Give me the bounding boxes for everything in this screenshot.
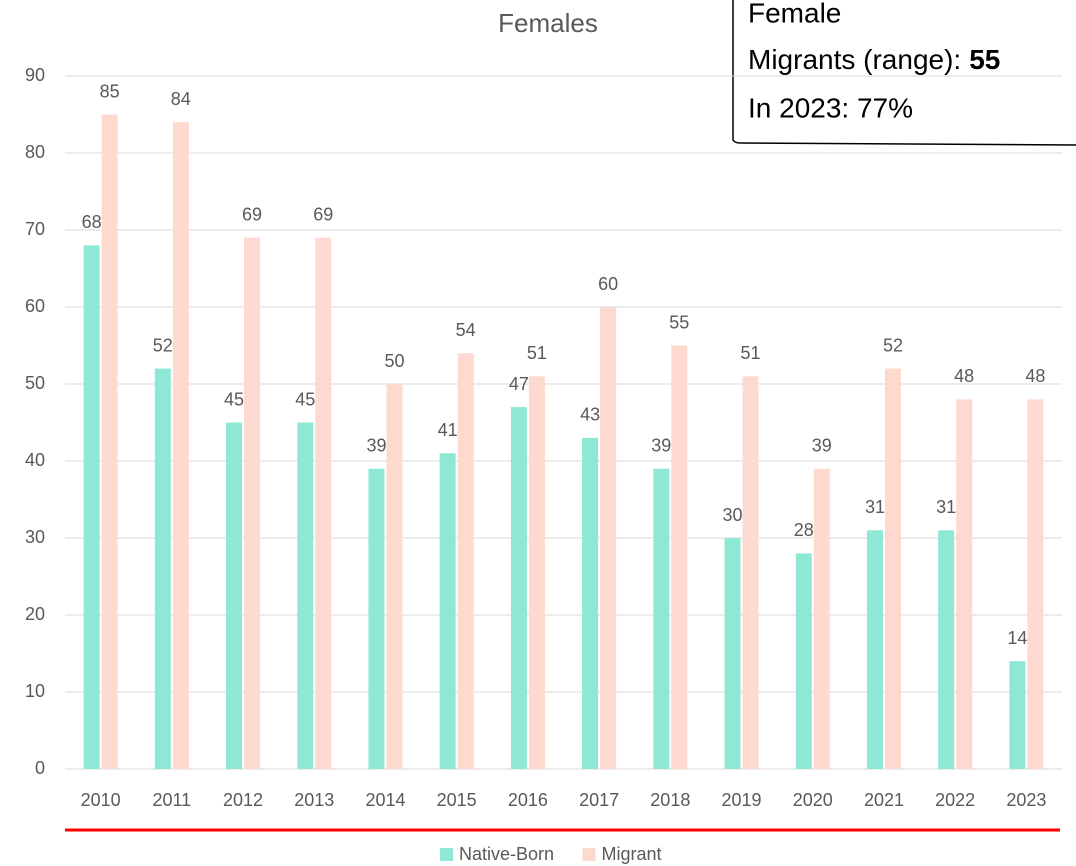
annotation-bold: 55 bbox=[969, 44, 1000, 75]
y-tick-label: 20 bbox=[25, 604, 45, 624]
legend-label: Native-Born bbox=[459, 844, 554, 864]
data-label: 14 bbox=[1007, 628, 1027, 648]
data-label: 48 bbox=[1025, 366, 1045, 386]
annotation-line: Migrants (range): 55 bbox=[748, 44, 1000, 75]
bar bbox=[83, 245, 100, 769]
bar bbox=[1009, 661, 1026, 769]
data-label: 69 bbox=[313, 204, 333, 224]
data-label: 52 bbox=[153, 335, 173, 355]
data-label: 69 bbox=[242, 204, 262, 224]
bar bbox=[368, 468, 385, 769]
x-tick-label: 2015 bbox=[437, 790, 477, 810]
bar bbox=[154, 368, 171, 769]
annotation-box bbox=[732, 0, 1076, 146]
bar bbox=[172, 122, 189, 769]
x-tick-label: 2011 bbox=[152, 790, 191, 810]
legend-swatch bbox=[440, 848, 453, 861]
data-label: 54 bbox=[456, 320, 476, 340]
chart-title: Females bbox=[498, 8, 598, 38]
y-tick-label: 10 bbox=[25, 681, 45, 701]
data-label: 43 bbox=[580, 405, 600, 425]
x-tick-label: 2018 bbox=[650, 790, 690, 810]
bar bbox=[226, 422, 243, 769]
bar bbox=[795, 553, 812, 769]
data-label: 39 bbox=[366, 435, 386, 455]
x-tick-label: 2014 bbox=[365, 790, 405, 810]
bar bbox=[956, 399, 973, 769]
x-tick-label: 2022 bbox=[935, 790, 975, 810]
x-tick-label: 2012 bbox=[223, 790, 263, 810]
data-label: 41 bbox=[438, 420, 458, 440]
bar bbox=[439, 453, 456, 769]
data-label: 45 bbox=[224, 389, 244, 409]
bar bbox=[510, 407, 527, 769]
x-tick-label: 2017 bbox=[579, 790, 619, 810]
data-label: 60 bbox=[598, 274, 618, 294]
data-label: 28 bbox=[794, 520, 814, 540]
legend-swatch bbox=[582, 848, 596, 861]
bar bbox=[386, 384, 403, 769]
x-tick-label: 2010 bbox=[81, 790, 121, 810]
data-label: 39 bbox=[812, 435, 832, 455]
y-tick-label: 70 bbox=[25, 219, 45, 239]
data-label: 48 bbox=[954, 366, 974, 386]
data-label: 85 bbox=[100, 81, 120, 101]
bar bbox=[938, 530, 955, 769]
bar bbox=[528, 376, 545, 769]
bar bbox=[866, 530, 883, 769]
data-label: 31 bbox=[936, 497, 956, 517]
annotation-line: In 2023: 77% bbox=[748, 92, 913, 123]
y-tick-label: 0 bbox=[35, 758, 45, 778]
data-label: 45 bbox=[295, 389, 315, 409]
y-tick-label: 30 bbox=[25, 527, 45, 547]
bar bbox=[101, 114, 118, 769]
data-label: 84 bbox=[171, 89, 191, 109]
bar bbox=[813, 468, 830, 769]
annotation-line: Female bbox=[748, 0, 841, 28]
x-tick-label: 2019 bbox=[722, 790, 762, 810]
data-label: 39 bbox=[651, 435, 671, 455]
bar bbox=[742, 376, 759, 769]
legend-label: Migrant bbox=[602, 844, 662, 864]
data-label: 55 bbox=[669, 312, 689, 332]
data-label: 50 bbox=[384, 351, 404, 371]
bar bbox=[457, 353, 474, 769]
data-label: 30 bbox=[723, 505, 743, 525]
bar bbox=[653, 468, 670, 769]
bar bbox=[315, 237, 332, 769]
bar bbox=[884, 368, 901, 769]
bar bbox=[244, 237, 261, 769]
data-label: 47 bbox=[509, 374, 529, 394]
data-label: 31 bbox=[865, 497, 885, 517]
bar bbox=[1027, 399, 1044, 769]
data-label: 52 bbox=[883, 335, 903, 355]
y-tick-label: 80 bbox=[25, 142, 45, 162]
y-tick-label: 50 bbox=[25, 373, 45, 393]
data-label: 51 bbox=[527, 343, 547, 363]
annotation-text: Migrants (range): bbox=[748, 44, 961, 75]
x-tick-label: 2021 bbox=[864, 790, 904, 810]
x-tick-label: 2023 bbox=[1006, 790, 1046, 810]
data-label: 51 bbox=[741, 343, 761, 363]
x-tick-label: 2020 bbox=[793, 790, 833, 810]
y-tick-label: 40 bbox=[25, 450, 45, 470]
bar bbox=[671, 345, 688, 769]
x-tick-label: 2016 bbox=[508, 790, 548, 810]
y-tick-label: 60 bbox=[25, 296, 45, 316]
bar bbox=[600, 307, 617, 769]
data-label: 68 bbox=[82, 212, 102, 232]
y-tick-label: 90 bbox=[25, 65, 45, 85]
x-tick-label: 2013 bbox=[294, 790, 334, 810]
bar bbox=[582, 437, 599, 769]
bar bbox=[724, 538, 741, 769]
bar bbox=[297, 422, 314, 769]
